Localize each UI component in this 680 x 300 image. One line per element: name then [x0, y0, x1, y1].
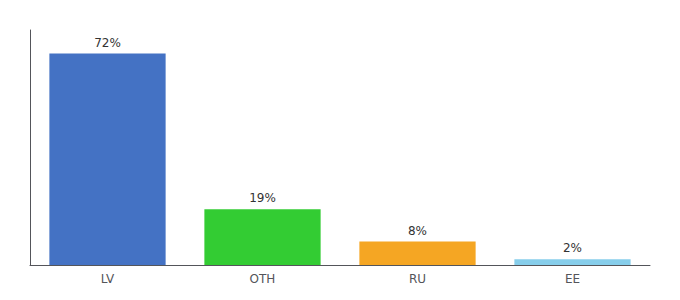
svg-text:EE: EE — [565, 272, 580, 286]
svg-text:8%: 8% — [408, 224, 427, 238]
svg-text:19%: 19% — [249, 191, 276, 205]
svg-text:LV: LV — [101, 272, 115, 286]
svg-text:OTH: OTH — [250, 272, 276, 286]
svg-text:72%: 72% — [94, 36, 121, 50]
svg-text:2%: 2% — [563, 241, 582, 255]
svg-text:RU: RU — [409, 272, 426, 286]
